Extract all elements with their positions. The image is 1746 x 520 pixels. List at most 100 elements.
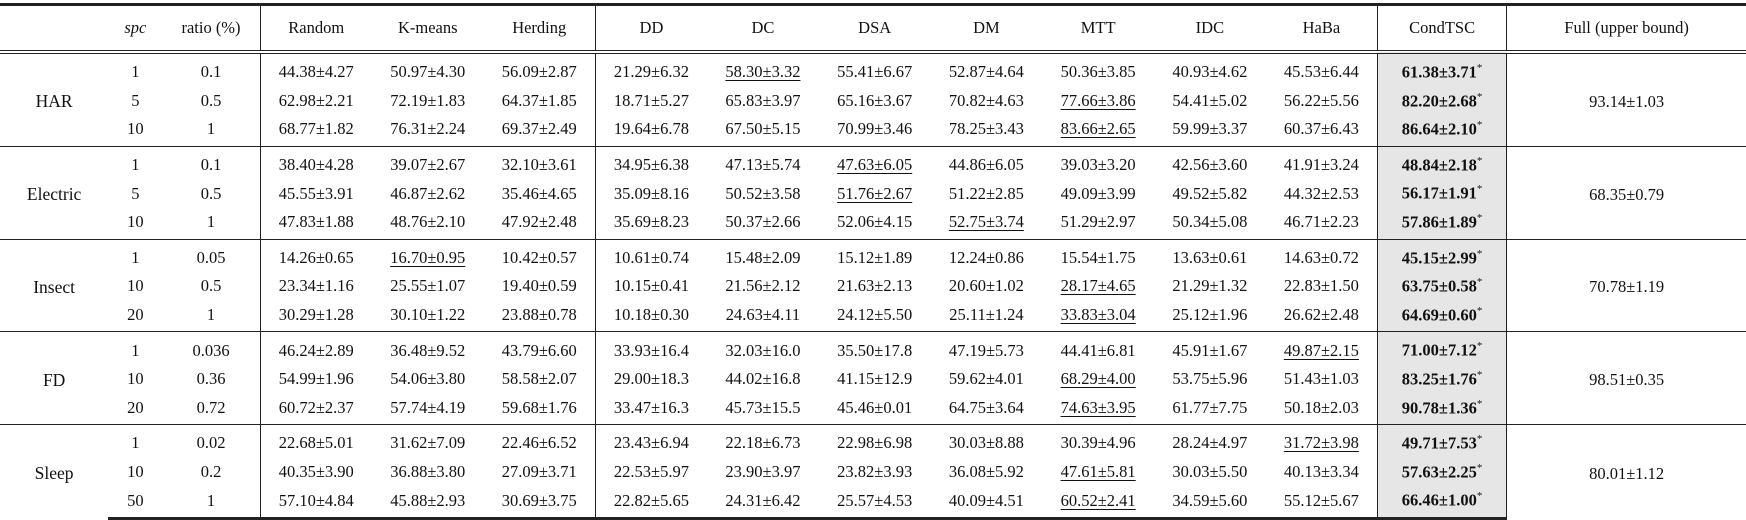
second-best-value: 52.75±3.74 bbox=[948, 212, 1024, 232]
ratio-cell: 0.036 bbox=[162, 331, 261, 365]
method-cell: 22.68±5.01 bbox=[259, 424, 372, 458]
method-cell: 41.15±12.9 bbox=[819, 365, 931, 394]
table-row: 10 0.5 23.34±1.16 25.55±1.07 19.40±0.59 10.15… bbox=[0, 272, 1746, 301]
method-cell: 30.03±8.88 bbox=[930, 424, 1043, 458]
value: 15.12±1.89 bbox=[837, 247, 913, 267]
method-cell: 23.43±6.94 bbox=[594, 424, 708, 458]
method-cell: 59.68±1.76 bbox=[484, 394, 596, 425]
method-cell: 30.39±4.96 bbox=[1042, 424, 1155, 458]
method-cell: 74.63±3.95 bbox=[1042, 394, 1154, 425]
value: 21.29±6.32 bbox=[613, 62, 689, 82]
method-cell: 10.18±0.30 bbox=[594, 300, 708, 332]
method-cell: 44.41±6.81 bbox=[1042, 331, 1155, 365]
best-value: 90.78±1.36 bbox=[1401, 398, 1477, 418]
method-cell: 46.24±2.89 bbox=[259, 331, 372, 365]
method-cell: 42.56±3.60 bbox=[1154, 145, 1266, 180]
value: 35.69±8.23 bbox=[613, 212, 689, 232]
method-cell: 10.42±0.57 bbox=[483, 238, 596, 273]
method-cell: 45.73±15.5 bbox=[707, 394, 819, 425]
method-cell: 69.37±2.49 bbox=[484, 115, 596, 146]
method-cell: 25.55±1.07 bbox=[372, 272, 484, 301]
value: 50.36±3.85 bbox=[1060, 62, 1136, 82]
method-cell: 21.29±6.32 bbox=[594, 52, 708, 87]
table-row: FD 1 0.036 46.24±2.89 36.48±9.52 43.79±6.60 33… bbox=[0, 331, 1746, 425]
value: 44.41±6.81 bbox=[1060, 340, 1136, 360]
method-cell: 50.97±4.30 bbox=[372, 52, 484, 87]
full-cell: 68.35±0.79 bbox=[1506, 145, 1746, 240]
value: 28.24±4.97 bbox=[1172, 433, 1248, 453]
table-row: 10 0.36 54.99±1.96 54.06±3.80 58.58±2.07 29.0… bbox=[0, 364, 1746, 394]
method-cell: 23.82±3.93 bbox=[819, 458, 931, 487]
full-cell: 80.01±1.12 bbox=[1506, 424, 1746, 519]
full-cell: 70.78±1.19 bbox=[1506, 238, 1746, 332]
method-cell: 68.77±1.82 bbox=[259, 115, 372, 147]
method-cell: 47.61±5.81 bbox=[1042, 458, 1154, 487]
spc-cell: 20 bbox=[127, 305, 144, 325]
table-row: 5 0.5 62.98±2.21 72.19±1.83 64.37±1.85 18.71±… bbox=[0, 86, 1746, 116]
value: 47.92±2.48 bbox=[501, 212, 577, 232]
ratio-cell: 0.1 bbox=[162, 145, 261, 180]
second-best-value: 77.66±3.86 bbox=[1060, 90, 1136, 110]
method-cell: 23.88±0.78 bbox=[484, 301, 596, 332]
method-cell: 45.55±3.91 bbox=[259, 179, 372, 208]
ours-cell: 86.64±2.10* bbox=[1376, 115, 1507, 147]
method-cell: 61.77±7.75 bbox=[1154, 394, 1266, 425]
significance-mark: * bbox=[1476, 490, 1483, 503]
value: 47.19±5.73 bbox=[948, 340, 1024, 360]
value: 52.87±4.64 bbox=[948, 62, 1024, 82]
method-cell: 32.03±16.0 bbox=[707, 331, 819, 365]
value: 55.12±5.67 bbox=[1283, 490, 1359, 510]
spc-cell: 1 bbox=[108, 424, 163, 458]
value: 30.29±1.28 bbox=[278, 305, 354, 325]
method-cell: 21.63±2.13 bbox=[819, 272, 931, 301]
method-cell: 47.63±6.05 bbox=[818, 145, 931, 180]
value: 67.50±5.15 bbox=[725, 119, 801, 139]
ours-cell: 48.84±2.18* bbox=[1376, 145, 1507, 180]
header-method: DD bbox=[594, 4, 708, 54]
value: 20.60±1.02 bbox=[948, 276, 1024, 296]
value: 49.52±5.82 bbox=[1172, 183, 1248, 203]
value: 41.91±3.24 bbox=[1283, 155, 1359, 175]
method-cell: 22.18±6.73 bbox=[707, 424, 819, 458]
full-cell: 98.51±0.35 bbox=[1506, 331, 1746, 425]
value: 15.54±1.75 bbox=[1060, 247, 1136, 267]
value: 19.40±0.59 bbox=[501, 276, 577, 296]
value: 22.68±5.01 bbox=[278, 433, 354, 453]
ours-cell: 57.63±2.25* bbox=[1376, 457, 1507, 487]
second-best-value: 60.52±2.41 bbox=[1060, 490, 1136, 510]
significance-mark: * bbox=[1476, 119, 1483, 132]
significance-mark: * bbox=[1476, 212, 1483, 225]
header-row: spc ratio (%) Random K-means Herding DD DC DS… bbox=[0, 4, 1746, 54]
method-cell: 45.91±1.67 bbox=[1154, 331, 1266, 365]
method-cell: 18.71±5.27 bbox=[594, 86, 708, 116]
value: 48.76±2.10 bbox=[390, 212, 466, 232]
value: 47.13±5.74 bbox=[725, 155, 801, 175]
value: 57.74±4.19 bbox=[390, 397, 466, 417]
value: 51.43±1.03 bbox=[1283, 369, 1359, 389]
value: 47.83±1.88 bbox=[278, 212, 354, 232]
dataset-group: HAR 1 0.1 44.38±4.27 50.97±4.30 56.09±2.87 21.… bbox=[0, 52, 1746, 147]
value: 68.77±1.82 bbox=[278, 119, 354, 139]
method-cell: 19.64±6.78 bbox=[594, 115, 708, 147]
method-cell: 15.54±1.75 bbox=[1042, 238, 1155, 273]
significance-mark: * bbox=[1476, 433, 1483, 446]
method-cell: 58.30±3.32 bbox=[707, 52, 819, 87]
method-cell: 65.83±3.97 bbox=[707, 87, 819, 116]
method-cell: 52.87±4.64 bbox=[931, 52, 1043, 87]
best-value: 63.75±0.58 bbox=[1401, 276, 1477, 296]
method-cell: 52.06±4.15 bbox=[819, 208, 931, 239]
method-cell: 54.41±5.02 bbox=[1154, 87, 1266, 116]
value: 69.37±2.49 bbox=[501, 119, 577, 139]
second-best-value: 49.87±2.15 bbox=[1283, 340, 1359, 360]
value: 59.62±4.01 bbox=[948, 369, 1024, 389]
method-cell: 60.52±2.41 bbox=[1042, 486, 1155, 520]
spc-cell: 1 bbox=[108, 238, 163, 273]
ratio-cell: 0.5 bbox=[200, 183, 222, 203]
method-cell: 50.34±5.08 bbox=[1154, 208, 1266, 239]
second-best-value: 31.72±3.98 bbox=[1283, 433, 1359, 453]
value: 40.35±3.90 bbox=[278, 462, 354, 482]
ours-cell: 90.78±1.36* bbox=[1376, 393, 1507, 425]
value: 19.64±6.78 bbox=[613, 119, 689, 139]
value: 72.19±1.83 bbox=[390, 90, 466, 110]
value: 50.97±4.30 bbox=[390, 62, 466, 82]
